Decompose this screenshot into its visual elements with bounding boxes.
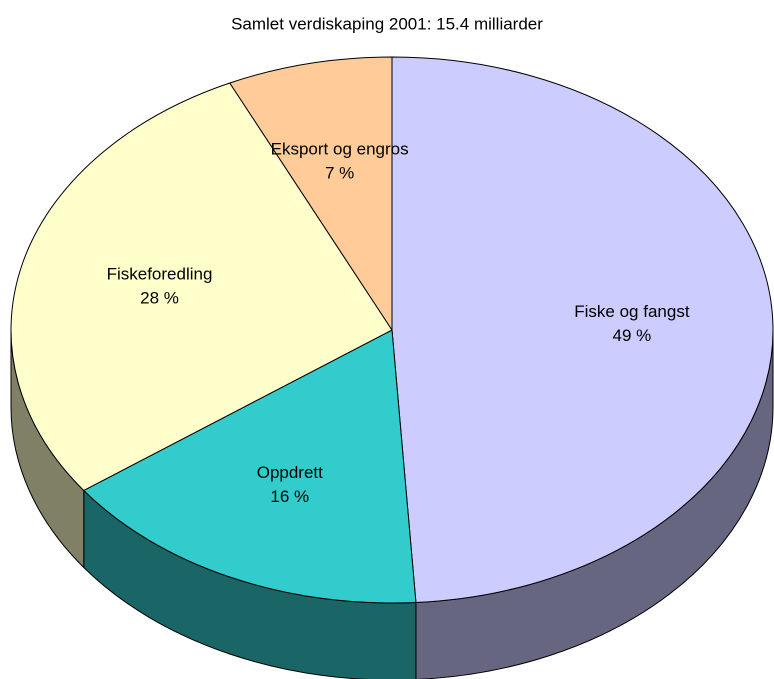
slice-label: Eksport og engros [271,140,409,159]
slice [229,56,393,331]
chart-title: Samlet verdiskaping 2001: 15.4 milliarde… [231,14,543,33]
slice [391,56,774,603]
slice-value-label: 28 % [140,289,179,308]
slice-label: Fiske og fangst [574,302,690,321]
slice-value-label: 49 % [613,326,652,345]
slice-label: Fiskeforedling [107,265,213,284]
slice [10,82,393,491]
slice-value-label: 7 % [325,164,354,183]
slice-value-label: 16 % [270,487,309,506]
slice-label: Oppdrett [257,463,323,482]
slice [83,329,417,604]
